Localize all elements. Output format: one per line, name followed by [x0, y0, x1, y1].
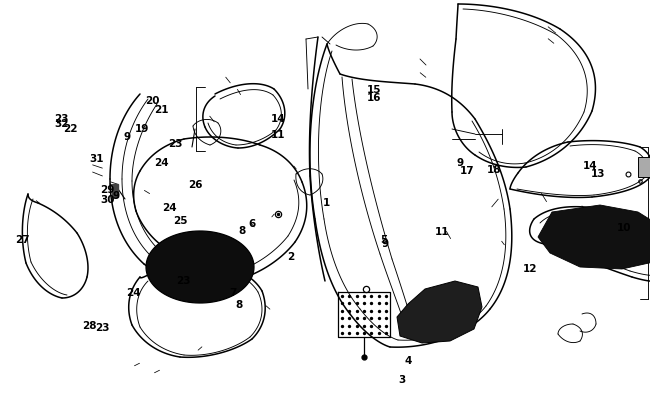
Text: 7: 7: [229, 288, 237, 297]
Text: 18: 18: [487, 164, 501, 174]
Text: 4: 4: [404, 356, 412, 365]
Text: 14: 14: [271, 113, 285, 123]
Polygon shape: [538, 205, 650, 269]
Text: 19: 19: [135, 124, 149, 134]
Text: 24: 24: [162, 202, 176, 212]
Text: 23: 23: [168, 139, 183, 149]
Text: 14: 14: [583, 160, 597, 170]
Polygon shape: [397, 281, 482, 343]
Text: 15: 15: [367, 85, 381, 95]
Text: 9: 9: [457, 158, 463, 168]
Text: 10: 10: [617, 223, 631, 232]
Text: 29: 29: [100, 185, 114, 194]
Text: 2: 2: [287, 251, 295, 261]
Text: 12: 12: [523, 263, 537, 273]
Text: 9: 9: [124, 132, 131, 142]
Text: 32: 32: [55, 119, 69, 128]
Text: 6: 6: [248, 219, 256, 228]
Text: 1: 1: [322, 198, 330, 207]
Text: 28: 28: [83, 320, 97, 330]
Text: 9: 9: [112, 190, 119, 200]
Text: 31: 31: [89, 154, 103, 164]
Text: 9: 9: [382, 239, 388, 249]
Polygon shape: [112, 185, 118, 198]
Text: 22: 22: [63, 124, 77, 134]
Bar: [638, 158, 650, 177]
Text: 30: 30: [100, 194, 114, 204]
Text: 23: 23: [55, 113, 69, 123]
Text: 24: 24: [126, 288, 140, 297]
Text: 17: 17: [460, 166, 474, 176]
Text: 3: 3: [398, 374, 406, 384]
Text: 23: 23: [96, 322, 110, 332]
Text: 8: 8: [235, 300, 243, 309]
Text: 21: 21: [154, 105, 168, 115]
Text: 8: 8: [238, 226, 246, 236]
Text: 11: 11: [435, 227, 449, 237]
Text: 13: 13: [591, 168, 605, 178]
Text: 24: 24: [154, 158, 168, 168]
Text: 23: 23: [176, 275, 190, 285]
Text: 26: 26: [188, 179, 202, 189]
Text: 5: 5: [380, 235, 387, 245]
Text: 11: 11: [271, 130, 285, 139]
Text: 16: 16: [367, 93, 381, 103]
Polygon shape: [146, 231, 254, 303]
Text: 20: 20: [146, 96, 160, 106]
Text: 25: 25: [174, 216, 188, 226]
Text: 27: 27: [16, 235, 30, 245]
